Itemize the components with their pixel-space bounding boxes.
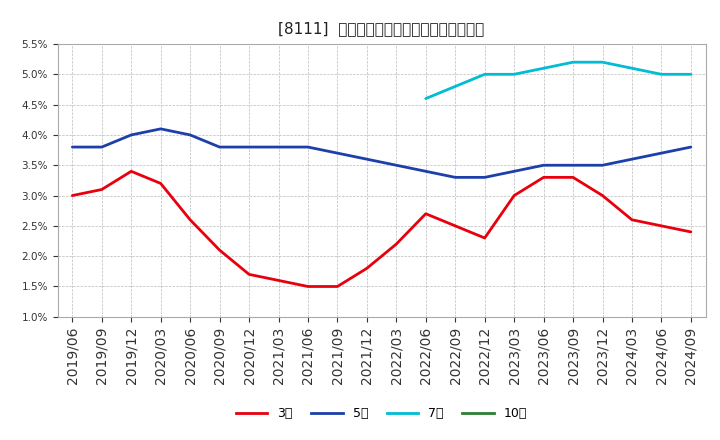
Legend: 3年, 5年, 7年, 10年: 3年, 5年, 7年, 10年 <box>231 402 532 425</box>
Title: [8111]  経常利益マージンの標準偏差の推移: [8111] 経常利益マージンの標準偏差の推移 <box>279 21 485 36</box>
